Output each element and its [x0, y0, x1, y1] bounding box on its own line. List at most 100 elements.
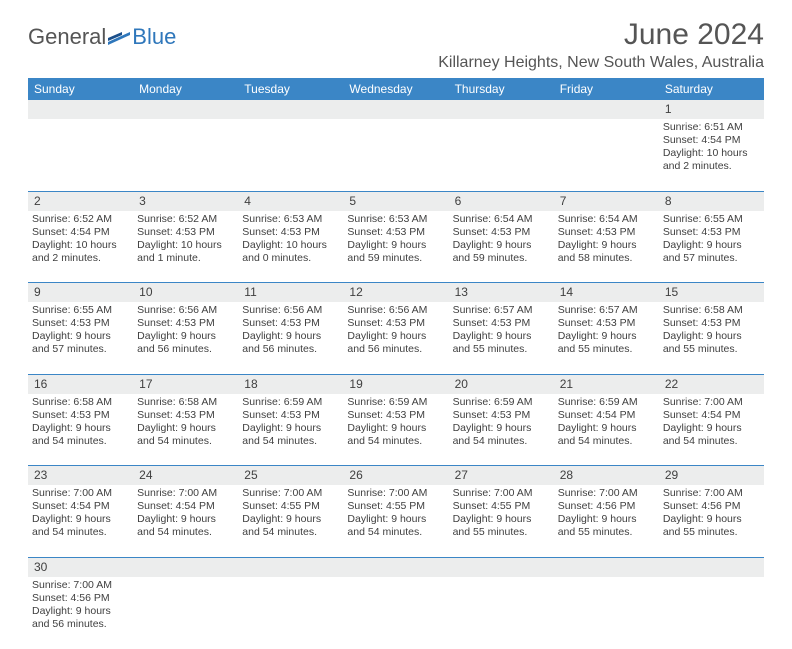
title-block: June 2024 Killarney Heights, New South W… — [438, 18, 764, 72]
day-header: Friday — [554, 78, 659, 100]
sunset-text: Sunset: 4:53 PM — [242, 226, 339, 239]
day-detail-cell — [554, 119, 659, 191]
day-detail-row: Sunrise: 7:00 AMSunset: 4:56 PMDaylight:… — [28, 577, 764, 649]
day-detail-cell: Sunrise: 6:58 AMSunset: 4:53 PMDaylight:… — [659, 302, 764, 374]
sunset-text: Sunset: 4:53 PM — [453, 317, 550, 330]
day-number-cell: 17 — [133, 374, 238, 394]
day-detail-cell: Sunrise: 7:00 AMSunset: 4:54 PMDaylight:… — [133, 485, 238, 557]
daylight-text: and 54 minutes. — [32, 435, 129, 448]
daylight-text: Daylight: 9 hours — [137, 330, 234, 343]
daylight-text: Daylight: 9 hours — [32, 422, 129, 435]
sunset-text: Sunset: 4:53 PM — [453, 226, 550, 239]
daylight-text: and 2 minutes. — [32, 252, 129, 265]
daylight-text: and 54 minutes. — [137, 526, 234, 539]
daylight-text: and 54 minutes. — [663, 435, 760, 448]
day-number-cell: 11 — [238, 283, 343, 303]
daylight-text: Daylight: 9 hours — [242, 422, 339, 435]
day-number-cell: 19 — [343, 374, 448, 394]
day-number-cell: 23 — [28, 466, 133, 486]
day-number-cell — [449, 100, 554, 119]
flag-icon — [108, 29, 130, 45]
day-detail-cell: Sunrise: 6:58 AMSunset: 4:53 PMDaylight:… — [28, 394, 133, 466]
day-detail-cell: Sunrise: 6:55 AMSunset: 4:53 PMDaylight:… — [659, 211, 764, 283]
day-number-cell: 12 — [343, 283, 448, 303]
daylight-text: Daylight: 9 hours — [558, 330, 655, 343]
day-detail-cell — [554, 577, 659, 649]
day-detail-cell — [449, 119, 554, 191]
day-number-cell: 9 — [28, 283, 133, 303]
daylight-text: and 55 minutes. — [663, 526, 760, 539]
sunrise-text: Sunrise: 7:00 AM — [558, 487, 655, 500]
day-detail-cell — [28, 119, 133, 191]
daylight-text: Daylight: 9 hours — [453, 422, 550, 435]
sunset-text: Sunset: 4:53 PM — [663, 317, 760, 330]
daylight-text: and 54 minutes. — [137, 435, 234, 448]
day-number-cell: 20 — [449, 374, 554, 394]
day-detail-cell: Sunrise: 6:54 AMSunset: 4:53 PMDaylight:… — [449, 211, 554, 283]
daylight-text: and 57 minutes. — [663, 252, 760, 265]
sunrise-text: Sunrise: 6:55 AM — [32, 304, 129, 317]
day-number-cell: 13 — [449, 283, 554, 303]
day-detail-cell — [659, 577, 764, 649]
sunrise-text: Sunrise: 7:00 AM — [347, 487, 444, 500]
sunset-text: Sunset: 4:53 PM — [32, 409, 129, 422]
daylight-text: and 55 minutes. — [663, 343, 760, 356]
daylight-text: and 54 minutes. — [453, 435, 550, 448]
day-detail-cell — [343, 119, 448, 191]
day-number-cell — [659, 557, 764, 577]
day-number-cell: 6 — [449, 191, 554, 211]
day-number-cell: 27 — [449, 466, 554, 486]
daylight-text: and 56 minutes. — [137, 343, 234, 356]
daylight-text: and 54 minutes. — [242, 435, 339, 448]
daylight-text: and 56 minutes. — [32, 618, 129, 631]
daylight-text: and 59 minutes. — [347, 252, 444, 265]
month-title: June 2024 — [438, 18, 764, 52]
day-number-cell — [343, 557, 448, 577]
sunset-text: Sunset: 4:54 PM — [32, 500, 129, 513]
daylight-text: Daylight: 9 hours — [663, 330, 760, 343]
sunset-text: Sunset: 4:56 PM — [558, 500, 655, 513]
sunset-text: Sunset: 4:53 PM — [347, 317, 444, 330]
sunset-text: Sunset: 4:54 PM — [558, 409, 655, 422]
daylight-text: and 55 minutes. — [558, 526, 655, 539]
daylight-text: Daylight: 10 hours — [32, 239, 129, 252]
day-number-cell: 28 — [554, 466, 659, 486]
day-header-row: Sunday Monday Tuesday Wednesday Thursday… — [28, 78, 764, 100]
day-header: Tuesday — [238, 78, 343, 100]
daylight-text: Daylight: 9 hours — [32, 330, 129, 343]
daylight-text: Daylight: 9 hours — [558, 513, 655, 526]
sunrise-text: Sunrise: 6:54 AM — [558, 213, 655, 226]
day-detail-cell: Sunrise: 6:55 AMSunset: 4:53 PMDaylight:… — [28, 302, 133, 374]
sunset-text: Sunset: 4:55 PM — [242, 500, 339, 513]
day-number-row: 9101112131415 — [28, 283, 764, 303]
day-detail-cell: Sunrise: 6:56 AMSunset: 4:53 PMDaylight:… — [133, 302, 238, 374]
day-detail-cell: Sunrise: 6:58 AMSunset: 4:53 PMDaylight:… — [133, 394, 238, 466]
day-detail-cell: Sunrise: 6:57 AMSunset: 4:53 PMDaylight:… — [449, 302, 554, 374]
sunset-text: Sunset: 4:53 PM — [453, 409, 550, 422]
daylight-text: Daylight: 9 hours — [137, 513, 234, 526]
sunset-text: Sunset: 4:53 PM — [32, 317, 129, 330]
day-detail-cell: Sunrise: 6:52 AMSunset: 4:53 PMDaylight:… — [133, 211, 238, 283]
daylight-text: Daylight: 9 hours — [453, 239, 550, 252]
sunrise-text: Sunrise: 6:51 AM — [663, 121, 760, 134]
sunset-text: Sunset: 4:54 PM — [663, 134, 760, 147]
daylight-text: and 56 minutes. — [242, 343, 339, 356]
day-number-cell — [343, 100, 448, 119]
day-number-cell: 1 — [659, 100, 764, 119]
daylight-text: Daylight: 9 hours — [453, 330, 550, 343]
day-number-cell — [133, 100, 238, 119]
day-number-cell: 30 — [28, 557, 133, 577]
sunset-text: Sunset: 4:56 PM — [32, 592, 129, 605]
sunrise-text: Sunrise: 6:53 AM — [347, 213, 444, 226]
sunrise-text: Sunrise: 6:53 AM — [242, 213, 339, 226]
daylight-text: and 58 minutes. — [558, 252, 655, 265]
day-detail-cell: Sunrise: 6:51 AMSunset: 4:54 PMDaylight:… — [659, 119, 764, 191]
sunrise-text: Sunrise: 6:58 AM — [137, 396, 234, 409]
day-number-row: 1 — [28, 100, 764, 119]
daylight-text: Daylight: 9 hours — [558, 422, 655, 435]
daylight-text: and 1 minute. — [137, 252, 234, 265]
day-detail-row: Sunrise: 6:52 AMSunset: 4:54 PMDaylight:… — [28, 211, 764, 283]
day-detail-cell: Sunrise: 6:59 AMSunset: 4:53 PMDaylight:… — [238, 394, 343, 466]
sunset-text: Sunset: 4:56 PM — [663, 500, 760, 513]
daylight-text: Daylight: 9 hours — [32, 513, 129, 526]
